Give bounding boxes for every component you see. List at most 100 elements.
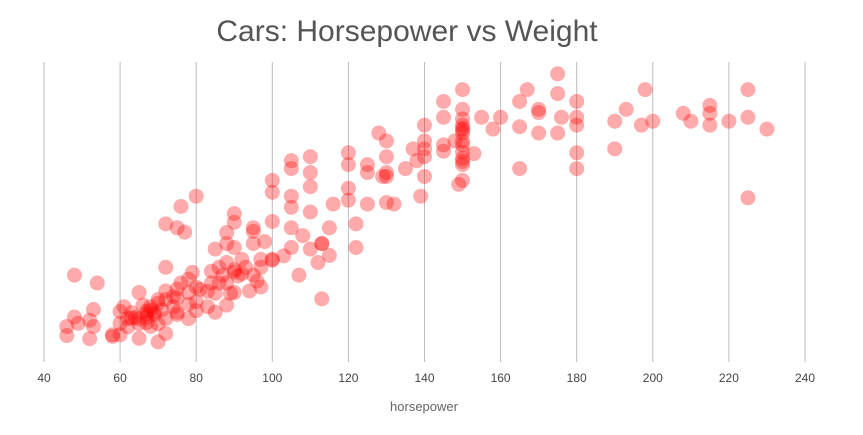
data-point [89, 275, 105, 291]
data-point [219, 236, 235, 252]
data-point [219, 297, 235, 313]
data-point [455, 122, 471, 138]
x-tick-label: 140 [414, 371, 434, 385]
data-point [59, 328, 75, 344]
data-point [550, 125, 566, 141]
data-point [321, 247, 337, 263]
data-point [154, 302, 170, 318]
data-point [455, 150, 471, 166]
x-tick-label: 60 [113, 371, 127, 385]
data-point [264, 172, 280, 188]
data-point [493, 109, 509, 125]
data-point [291, 267, 307, 283]
data-point [169, 281, 185, 297]
data-point [169, 290, 185, 306]
data-point [226, 240, 242, 256]
x-tick-label: 80 [190, 371, 204, 385]
data-point [241, 283, 257, 299]
data-point [455, 101, 471, 117]
data-point [131, 285, 147, 301]
x-tick-label: 180 [567, 371, 587, 385]
data-point [112, 327, 128, 343]
data-point [283, 188, 299, 204]
data-point [302, 204, 318, 220]
data-point [283, 240, 299, 256]
data-point [409, 153, 425, 169]
data-point [226, 262, 242, 278]
data-point [245, 236, 261, 252]
data-point [253, 251, 269, 267]
data-point [211, 275, 227, 291]
x-tick-label: 220 [719, 371, 739, 385]
data-point [139, 303, 155, 319]
data-point [340, 145, 356, 161]
data-point [131, 330, 147, 346]
data-point [184, 264, 200, 280]
data-point [226, 285, 242, 301]
data-point [181, 311, 197, 327]
data-point [211, 259, 227, 275]
data-point [66, 267, 82, 283]
data-point [146, 307, 162, 323]
data-point [150, 334, 166, 350]
data-point [455, 144, 471, 160]
data-point [158, 283, 174, 299]
data-point [85, 318, 101, 334]
data-point [82, 331, 98, 347]
data-point [181, 271, 197, 287]
x-axis-ticks: 40 60 80 100 120 140 160 180 200 220 240 [37, 371, 815, 385]
data-point [188, 294, 204, 310]
data-point [740, 109, 756, 125]
x-tick-label: 200 [643, 371, 663, 385]
data-point [455, 137, 471, 153]
data-point [740, 82, 756, 98]
data-point [188, 279, 204, 295]
data-point [378, 165, 394, 181]
data-point [417, 133, 432, 149]
data-point [397, 161, 413, 177]
data-point [158, 216, 174, 232]
data-point [139, 315, 155, 331]
data-point [181, 285, 197, 301]
data-point [417, 149, 432, 165]
data-point [146, 304, 162, 320]
data-point [158, 292, 174, 308]
data-point [455, 111, 471, 127]
data-point [531, 105, 547, 121]
data-point [131, 316, 147, 332]
data-point [531, 125, 547, 141]
data-point [378, 133, 394, 149]
data-point [417, 141, 432, 157]
data-point [569, 117, 585, 133]
data-point [451, 176, 467, 192]
data-point [378, 195, 394, 211]
data-point [519, 82, 535, 98]
data-point [417, 168, 432, 184]
data-point [219, 275, 235, 291]
data-point [230, 268, 246, 284]
data-point [112, 315, 128, 331]
data-point [721, 113, 737, 129]
data-point [702, 105, 718, 121]
data-point [283, 220, 299, 236]
data-point [143, 318, 159, 334]
data-point [512, 119, 528, 135]
data-point [253, 259, 269, 275]
data-point [455, 133, 471, 149]
data-point [607, 141, 623, 157]
data-point [181, 296, 197, 312]
data-point [569, 109, 585, 125]
data-point [283, 153, 299, 169]
data-point [264, 251, 280, 267]
data-point [512, 161, 528, 177]
data-point [455, 157, 471, 173]
data-point [104, 327, 120, 343]
data-point [203, 275, 219, 291]
data-points [59, 66, 775, 350]
data-point [417, 117, 432, 133]
data-point [234, 266, 250, 282]
data-point [139, 306, 155, 322]
data-point [215, 267, 231, 283]
data-point [116, 299, 132, 315]
data-point [120, 319, 136, 335]
